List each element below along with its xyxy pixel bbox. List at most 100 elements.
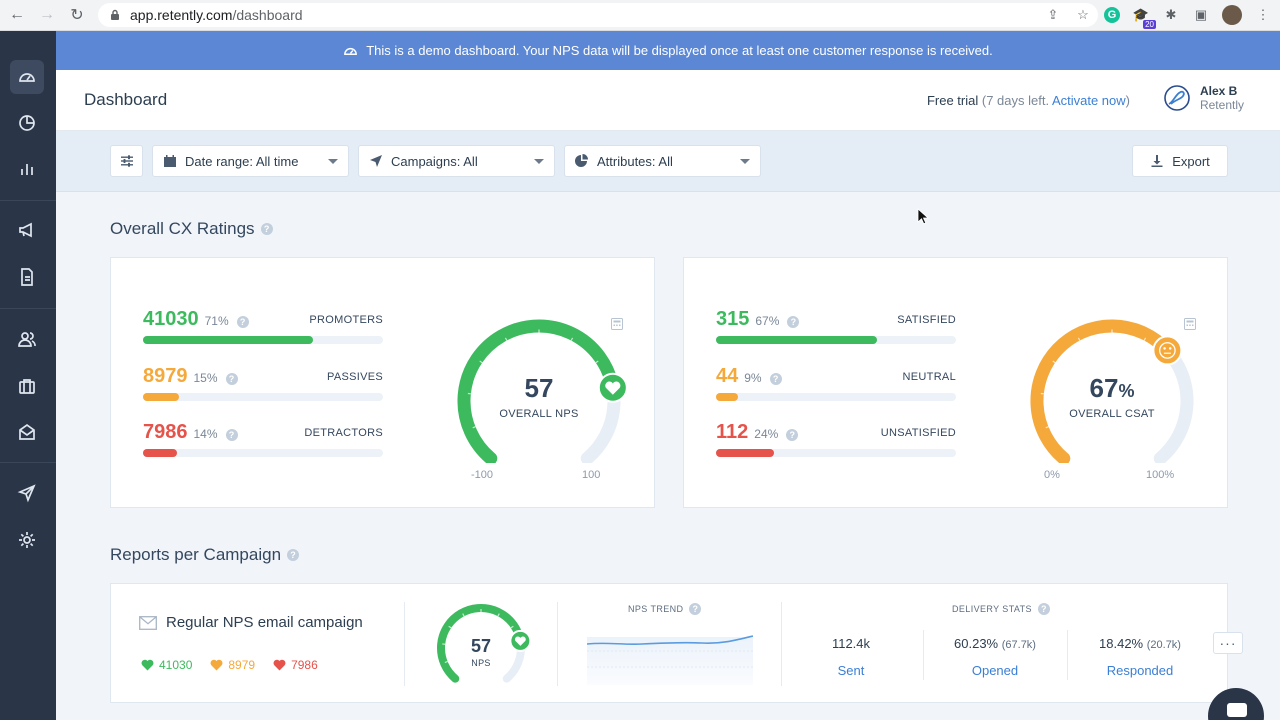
paper-plane-icon xyxy=(370,155,382,167)
download-icon xyxy=(1151,155,1163,167)
bar-chart-icon xyxy=(21,164,33,175)
date-range-dropdown[interactable]: Date range: All time xyxy=(152,145,349,177)
activate-now-link[interactable]: Activate now xyxy=(1051,93,1126,108)
csat-count: 112 xyxy=(716,421,749,443)
sent-stat: 112.4k Sent xyxy=(791,636,911,678)
opened-value: 60.23% xyxy=(954,636,999,651)
chevron-down-icon xyxy=(534,159,544,164)
nps-percent: 15% xyxy=(193,371,218,385)
promoters-count: 41030 xyxy=(141,658,192,672)
sidebar xyxy=(0,31,56,720)
csat-count: 44 xyxy=(716,365,739,387)
gauge-tick-mark xyxy=(497,613,500,617)
demo-banner-text: This is a demo dashboard. Your NPS data … xyxy=(366,43,993,58)
user-org: Retently xyxy=(1199,98,1244,112)
help-icon[interactable]: ? xyxy=(769,373,782,385)
calculator-icon[interactable] xyxy=(1184,318,1196,330)
nps-bar-fill xyxy=(143,393,179,401)
csat-max-label: 100% xyxy=(1146,469,1175,481)
grammarly-extension-icon[interactable]: G xyxy=(1104,7,1120,23)
puzzle-extensions-icon[interactable]: ✱ xyxy=(1165,7,1177,22)
help-icon[interactable]: ? xyxy=(236,316,249,328)
opened-label[interactable]: Opened xyxy=(971,663,1019,678)
help-icon[interactable]: ? xyxy=(689,603,702,615)
sidebar-item-settings[interactable] xyxy=(10,523,44,557)
nps-label: DETRACTORS xyxy=(304,427,383,439)
campaign-nps-value: 57 xyxy=(470,636,492,656)
help-icon[interactable]: ? xyxy=(225,429,238,441)
page-header: Dashboard Free trial (7 days left. Activ… xyxy=(56,70,1280,131)
campaigns-dropdown[interactable]: Campaigns: All xyxy=(358,145,555,177)
help-icon[interactable]: ? xyxy=(787,316,800,328)
sidebar-item-dashboard[interactable] xyxy=(10,60,44,94)
responded-label[interactable]: Responded xyxy=(1106,663,1174,678)
csat-bar-track xyxy=(716,336,956,344)
envelope-icon xyxy=(19,423,35,440)
calculator-icon[interactable] xyxy=(611,318,623,330)
pie-chart-icon xyxy=(575,154,588,167)
sidebar-item-reports[interactable] xyxy=(10,106,44,140)
csat-percent: 9% xyxy=(744,371,762,385)
calendar-icon xyxy=(164,155,176,167)
gauge-tick-mark xyxy=(1077,337,1081,341)
help-icon[interactable]: ? xyxy=(786,429,799,441)
forward-icon[interactable]: → xyxy=(39,6,55,23)
envelope-icon xyxy=(139,615,157,630)
help-icon[interactable]: ? xyxy=(1037,603,1050,615)
nps-bar-track xyxy=(143,393,383,401)
help-icon[interactable]: ? xyxy=(287,549,300,561)
promoters-count-value: 41030 xyxy=(159,658,193,672)
gauge-tick-mark xyxy=(448,625,452,629)
page-title: Dashboard xyxy=(84,90,168,109)
date-range-label: Date range: All time xyxy=(185,153,299,169)
csat-label: NEUTRAL xyxy=(902,371,956,383)
csat-gauge xyxy=(1030,319,1194,463)
browser-toolbar: ← → ↻ app.retently.com/dashboard ⇪ ☆ G 🎓… xyxy=(0,0,1280,31)
csat-bar-track xyxy=(716,393,956,401)
nps-max-label: 100 xyxy=(582,469,601,481)
gauge-icon xyxy=(344,47,358,55)
nps-count: 7986 xyxy=(143,421,188,443)
help-icon[interactable]: ? xyxy=(225,373,238,385)
attributes-dropdown[interactable]: Attributes: All xyxy=(564,145,761,177)
sidebar-item-integrations[interactable] xyxy=(10,369,44,403)
delivery-stats-title: DELIVERY STATS xyxy=(952,604,1032,614)
sidepanel-icon[interactable]: ▣ xyxy=(1194,7,1208,22)
address-bar[interactable]: app.retently.com/dashboard xyxy=(98,3,1098,27)
bookmark-star-icon[interactable]: ☆ xyxy=(1077,7,1089,22)
sidebar-item-analytics[interactable] xyxy=(10,152,44,186)
sliders-icon xyxy=(120,155,133,167)
sidebar-item-campaigns[interactable] xyxy=(10,213,44,247)
retently-logo-icon xyxy=(1164,85,1190,111)
profile-avatar[interactable] xyxy=(1222,5,1242,25)
cx-ratings-title: Overall CX Ratings ? xyxy=(110,219,273,239)
more-options-button[interactable]: ··· xyxy=(1213,632,1243,654)
back-icon[interactable]: ← xyxy=(9,6,25,23)
gauge-tick-mark xyxy=(1045,426,1049,429)
sidebar-item-customers[interactable] xyxy=(10,322,44,356)
filter-settings-button[interactable] xyxy=(110,145,143,177)
nps-gauge xyxy=(457,319,628,463)
document-icon xyxy=(21,268,33,286)
csat-bar-fill xyxy=(716,336,877,344)
user-menu[interactable]: Alex B Retently xyxy=(1163,84,1244,112)
reload-icon[interactable]: ↻ xyxy=(70,7,84,24)
sent-label[interactable]: Sent xyxy=(837,663,865,678)
opened-sub: (67.7k) xyxy=(1001,639,1036,651)
sidebar-item-inbox[interactable] xyxy=(10,415,44,449)
nps-count: 8979 xyxy=(143,365,188,387)
campaign-name[interactable]: Regular NPS email campaign xyxy=(139,614,363,631)
share-icon[interactable]: ⇪ xyxy=(1047,7,1059,22)
kebab-menu-icon[interactable]: ⋮ xyxy=(1256,7,1270,22)
chat-widget-button[interactable] xyxy=(1208,688,1264,720)
sidebar-item-surveys[interactable] xyxy=(10,260,44,294)
nps-row-promoters: 41030 71%? PROMOTERS xyxy=(143,308,383,344)
responded-stat: 18.42% (20.7k) Responded xyxy=(1080,636,1200,678)
help-icon[interactable]: ? xyxy=(260,223,273,235)
graduation-extension-icon[interactable]: 🎓 20 xyxy=(1132,7,1156,29)
gauge-tick-mark xyxy=(510,625,514,629)
campaign-card[interactable]: Regular NPS email campaign 41030 8979 79… xyxy=(110,583,1243,703)
export-button[interactable]: Export xyxy=(1132,145,1228,177)
csat-percent: 67% xyxy=(755,314,780,328)
sidebar-item-send[interactable] xyxy=(10,476,44,510)
